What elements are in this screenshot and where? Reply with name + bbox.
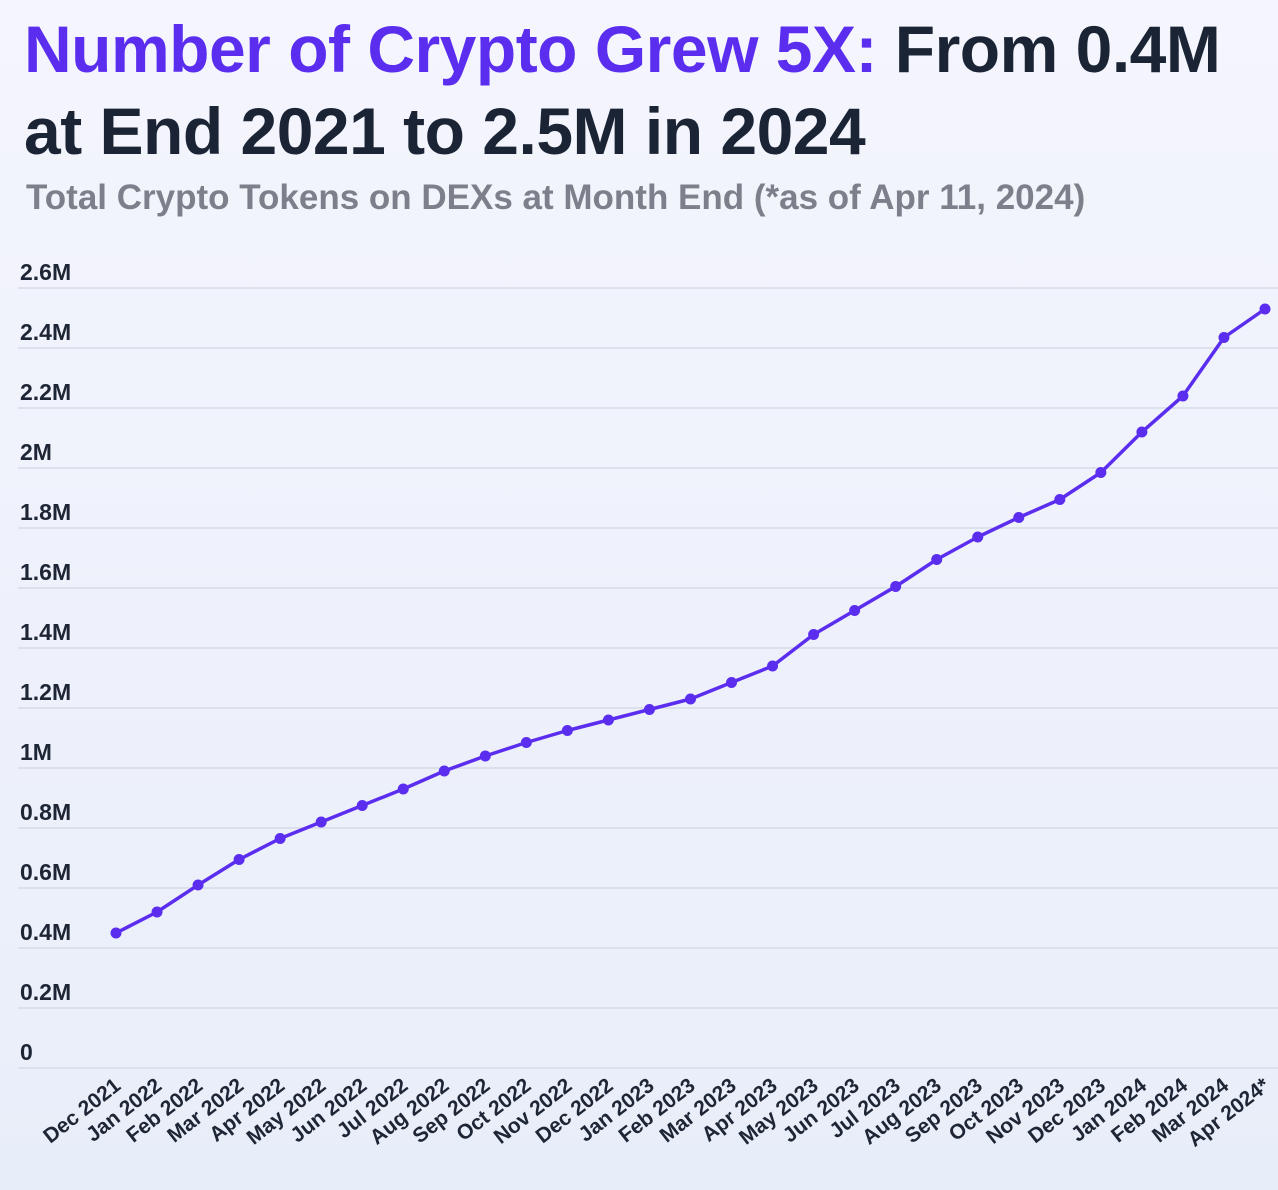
data-point: [1177, 390, 1189, 402]
data-point: [520, 737, 532, 748]
data-point: [315, 816, 327, 828]
data-point: [274, 833, 286, 844]
data-point: [890, 581, 902, 592]
data-point: [602, 714, 614, 726]
data-point: [849, 605, 861, 616]
y-tick-label: 0.6M: [20, 859, 71, 885]
chart-title: Number of Crypto Grew 5X: From 0.4M at E…: [24, 8, 1264, 172]
data-point: [808, 629, 820, 640]
y-tick-label: 0.8M: [20, 799, 71, 825]
data-point: [1095, 467, 1107, 478]
data-point: [151, 906, 163, 918]
y-tick-label: 2.6M: [20, 259, 71, 285]
data-point: [233, 854, 245, 865]
y-tick-label: 1.2M: [20, 679, 71, 705]
data-point: [931, 554, 943, 565]
y-tick-label: 2.4M: [20, 319, 71, 345]
data-point: [192, 879, 204, 891]
data-point: [726, 677, 738, 688]
chart-title-rest: From 0.4M at End 2021 to 2.5M in 2024: [24, 12, 1221, 168]
chart-title-highlight: Number of Crypto Grew 5X:: [24, 12, 877, 86]
data-point: [110, 927, 122, 939]
chart-subtitle: Total Crypto Tokens on DEXs at Month End…: [26, 178, 1086, 217]
y-tick-label: 2M: [20, 439, 52, 465]
data-point: [1259, 303, 1271, 315]
y-tick-label: 1.4M: [20, 619, 71, 645]
y-tick-label: 0.2M: [20, 979, 71, 1005]
y-axis-ticks: 0 0.2M 0.4M 0.6M 0.8M 1M 1.2M 1.4M 1.6M 1.8M 2M 2.2…: [20, 259, 71, 1065]
y-tick-label: 1M: [20, 739, 52, 765]
y-tick-label: 0: [20, 1039, 33, 1065]
data-point: [1218, 332, 1230, 343]
data-point: [767, 660, 779, 672]
y-tick-label: 0.4M: [20, 919, 71, 945]
y-tick-label: 2.2M: [20, 379, 71, 405]
data-point: [438, 765, 450, 777]
data-point: [1136, 426, 1148, 438]
data-point: [643, 704, 655, 715]
y-tick-label: 1.6M: [20, 559, 71, 585]
series-layer: [110, 303, 1271, 939]
data-point: [685, 693, 696, 705]
data-point: [397, 783, 409, 795]
y-tick-label: 1.8M: [20, 499, 71, 525]
data-point: [479, 750, 491, 762]
data-point: [972, 531, 984, 543]
data-point: [1054, 494, 1066, 505]
series-line: [114, 307, 1267, 935]
data-point: [561, 725, 573, 736]
grid-lines: [18, 287, 1278, 1069]
data-point: [1013, 512, 1025, 523]
data-point: [356, 800, 368, 811]
